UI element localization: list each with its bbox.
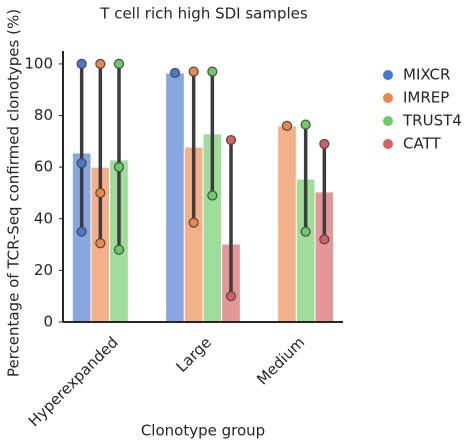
y-tick-label: 80 bbox=[34, 106, 53, 124]
point bbox=[225, 134, 237, 146]
point bbox=[281, 120, 293, 131]
point bbox=[113, 58, 125, 70]
point bbox=[76, 226, 87, 237]
point bbox=[188, 66, 199, 77]
point bbox=[95, 238, 106, 249]
point bbox=[76, 158, 87, 169]
y-tick-label: 60 bbox=[34, 158, 53, 176]
x-axis-label: Clonotype group bbox=[141, 422, 265, 440]
point bbox=[300, 226, 311, 237]
x-tick-label: Large bbox=[172, 333, 215, 376]
point bbox=[76, 58, 87, 70]
legend-marker bbox=[383, 70, 393, 80]
point bbox=[225, 291, 237, 302]
legend-label: CATT bbox=[403, 135, 441, 153]
point bbox=[113, 162, 125, 173]
x-tick-label: Medium bbox=[253, 333, 308, 388]
y-tick-label: 0 bbox=[43, 313, 53, 331]
legend-marker bbox=[383, 116, 393, 126]
bar bbox=[277, 125, 297, 323]
legend-marker bbox=[383, 139, 393, 149]
point bbox=[95, 187, 106, 199]
y-tick-label: 20 bbox=[34, 261, 53, 279]
point bbox=[169, 67, 181, 79]
point bbox=[113, 244, 125, 255]
legend-marker bbox=[383, 93, 393, 103]
point bbox=[207, 66, 218, 77]
chart-title: T cell rich high SDI samples bbox=[99, 5, 308, 23]
point bbox=[300, 119, 311, 130]
y-tick-label: 100 bbox=[24, 54, 53, 72]
legend-label: MIXCR bbox=[403, 66, 450, 84]
point bbox=[319, 234, 330, 245]
x-tick-label: Hyperexpanded bbox=[25, 333, 122, 430]
legend-label: IMREP bbox=[403, 89, 449, 107]
point bbox=[207, 190, 218, 201]
point bbox=[95, 58, 106, 70]
y-tick-label: 40 bbox=[34, 209, 53, 227]
point bbox=[188, 217, 199, 228]
bar bbox=[165, 72, 185, 323]
legend-label: TRUST4 bbox=[402, 112, 462, 130]
y-axis-label: Percentage of TCR-Seq confirmed clonotyp… bbox=[5, 9, 23, 377]
point bbox=[319, 138, 330, 150]
